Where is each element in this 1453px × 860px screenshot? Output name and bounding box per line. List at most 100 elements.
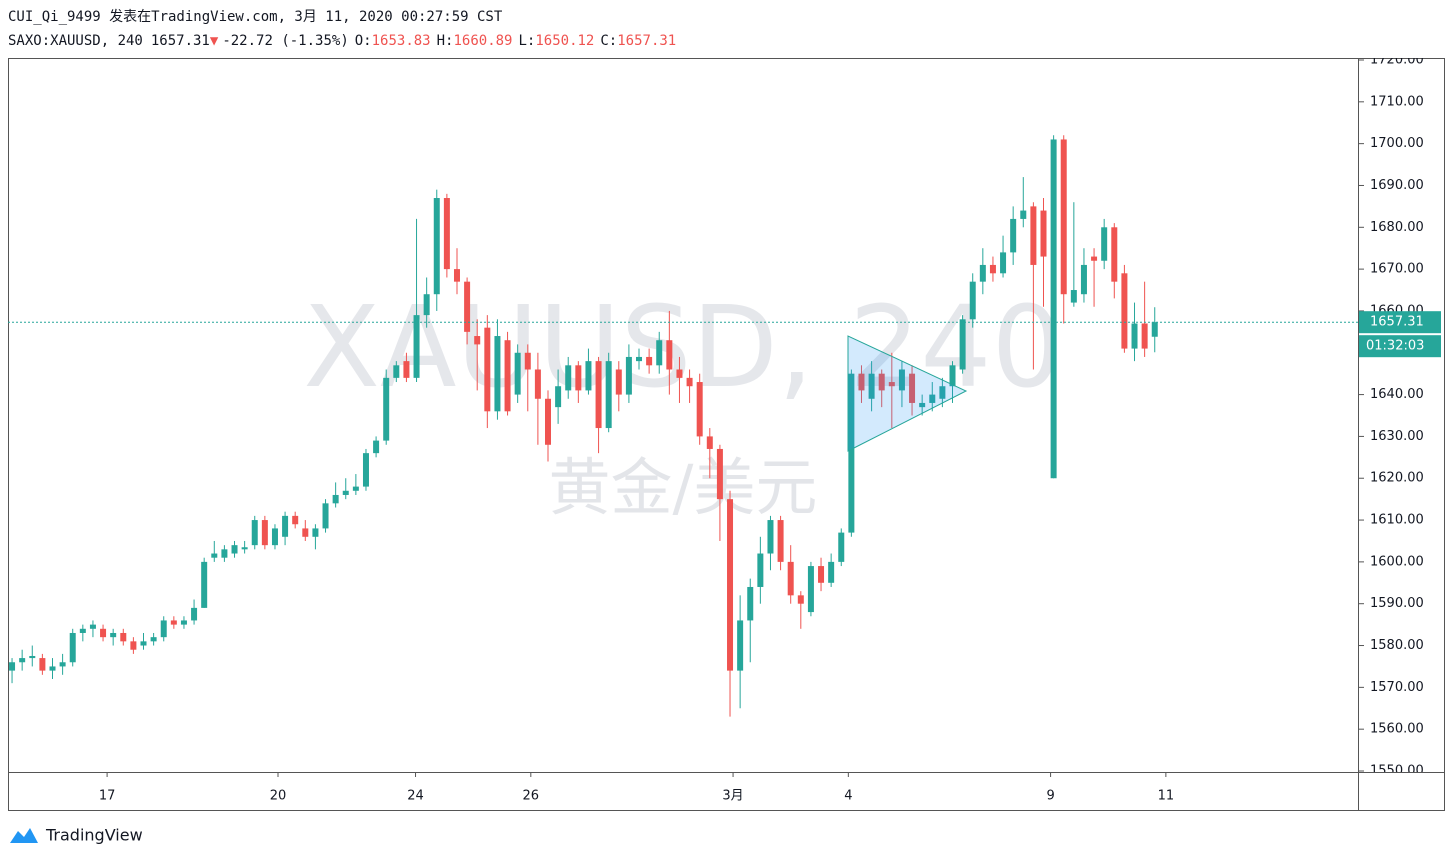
candle-body <box>443 198 450 270</box>
candle-body <box>1121 273 1128 349</box>
candle-body <box>140 641 147 646</box>
candle-body <box>949 365 956 387</box>
y-tick-label: 1640.00 <box>1370 387 1424 402</box>
candle-body <box>777 520 784 562</box>
ohlc-value: 1650.12 <box>535 33 594 49</box>
y-tick-label: 1670.00 <box>1370 262 1424 277</box>
candle-body <box>636 356 643 362</box>
candle-body <box>332 494 339 504</box>
y-tick-label: 1550.00 <box>1370 764 1424 779</box>
candle-body <box>838 532 845 562</box>
candle-body <box>706 436 713 449</box>
candle-body <box>514 352 521 395</box>
ohlc-label: L: <box>519 33 536 49</box>
candle-body <box>19 658 26 663</box>
candle-body <box>39 658 46 671</box>
symbol: SAXO:XAUUSD, 240 <box>8 33 143 49</box>
y-tick-label: 1560.00 <box>1370 722 1424 737</box>
candle-body <box>939 386 946 399</box>
candle-body <box>969 281 976 320</box>
candle-body <box>413 315 420 378</box>
candle-body <box>150 637 157 642</box>
candle-body <box>1020 210 1027 219</box>
candle-body <box>716 448 723 500</box>
candle-body <box>818 566 825 583</box>
candle-body <box>1040 210 1047 257</box>
candle-body <box>747 586 754 621</box>
candle-body <box>302 528 309 537</box>
candle-body <box>696 382 703 437</box>
frame <box>8 58 1445 811</box>
candle-body <box>868 373 875 399</box>
ohlc-value: 1653.83 <box>372 33 431 49</box>
candle-body <box>757 553 764 587</box>
triangle-drawing <box>847 335 968 452</box>
candle-body <box>1070 290 1077 303</box>
countdown-label: 01:32:03 <box>1366 339 1424 354</box>
y-axis: 1550.00 1560.00 1570.00 1580.00 1590.00 1600.… <box>1358 58 1424 779</box>
change: -22.72 (-1.35%) <box>222 33 348 49</box>
candle-body <box>241 547 248 550</box>
candle-body <box>605 361 612 429</box>
candle-body <box>898 369 905 391</box>
candle-body <box>393 365 400 378</box>
x-tick-label: 4 <box>844 789 852 804</box>
author-line: CUI_Qi_9499 发表在TradingView.com, 3月 11, 2… <box>8 9 503 25</box>
price-box: 1657.31 01:32:03 <box>1359 311 1441 358</box>
candle-body <box>160 620 167 638</box>
candle-body <box>29 655 36 659</box>
candle-body <box>1010 218 1017 253</box>
candle-body <box>1111 227 1118 282</box>
candle-body <box>130 641 137 650</box>
last-price-box <box>1359 311 1441 334</box>
logo-icon <box>10 828 38 843</box>
candle-body <box>767 520 774 554</box>
candle-body <box>453 269 460 282</box>
y-tick-label: 1690.00 <box>1370 178 1424 193</box>
candle-body <box>1131 323 1138 349</box>
candle-body <box>1050 139 1057 479</box>
candle-body <box>807 566 814 613</box>
ohlc-label: H: <box>437 33 454 49</box>
candle-body <box>1101 227 1108 261</box>
candle-body <box>555 386 562 408</box>
candle-body <box>737 620 744 671</box>
y-tick-label: 1590.00 <box>1370 596 1424 611</box>
candle-body <box>282 515 289 537</box>
plot <box>8 135 1358 717</box>
candle-body <box>423 294 430 316</box>
candle-body <box>322 503 329 529</box>
watermark-symbol: XAUUSD, 240 <box>303 283 1063 413</box>
y-tick-label: 1600.00 <box>1370 554 1424 569</box>
candle-body <box>909 373 916 403</box>
candle-body <box>191 607 198 621</box>
candle-body <box>261 520 268 546</box>
candle-body <box>352 486 359 491</box>
x-axis: 17 20 24 26 3月 4 9 11 <box>99 772 1174 804</box>
candle-body <box>585 361 592 391</box>
symbol-line: SAXO:XAUUSD, 240 1657.31▼ -22.72 (-1.35%) O… <box>8 33 676 49</box>
candle-body <box>1080 264 1087 295</box>
x-tick-label: 26 <box>523 789 540 804</box>
candle-body <box>120 632 127 642</box>
candle-body <box>170 620 177 625</box>
x-tick-label: 9 <box>1046 789 1054 804</box>
ohlc-value: 1660.89 <box>453 33 512 49</box>
candle-body <box>565 365 572 391</box>
candle-body <box>666 340 673 370</box>
candle-body <box>89 624 96 629</box>
candle-body <box>494 336 501 412</box>
candle-body <box>545 398 551 445</box>
candle-body <box>504 340 511 412</box>
candle-body <box>787 561 794 596</box>
candle-body <box>403 361 410 378</box>
candle-body <box>201 561 208 608</box>
candle-body <box>251 520 258 546</box>
candle-body <box>69 632 76 663</box>
candle-body <box>292 515 299 525</box>
last: 1657.31 <box>151 33 210 49</box>
candle-body <box>474 336 481 345</box>
candle-body <box>858 373 865 391</box>
y-tick-label: 1700.00 <box>1370 136 1424 151</box>
candle-body <box>625 356 632 395</box>
